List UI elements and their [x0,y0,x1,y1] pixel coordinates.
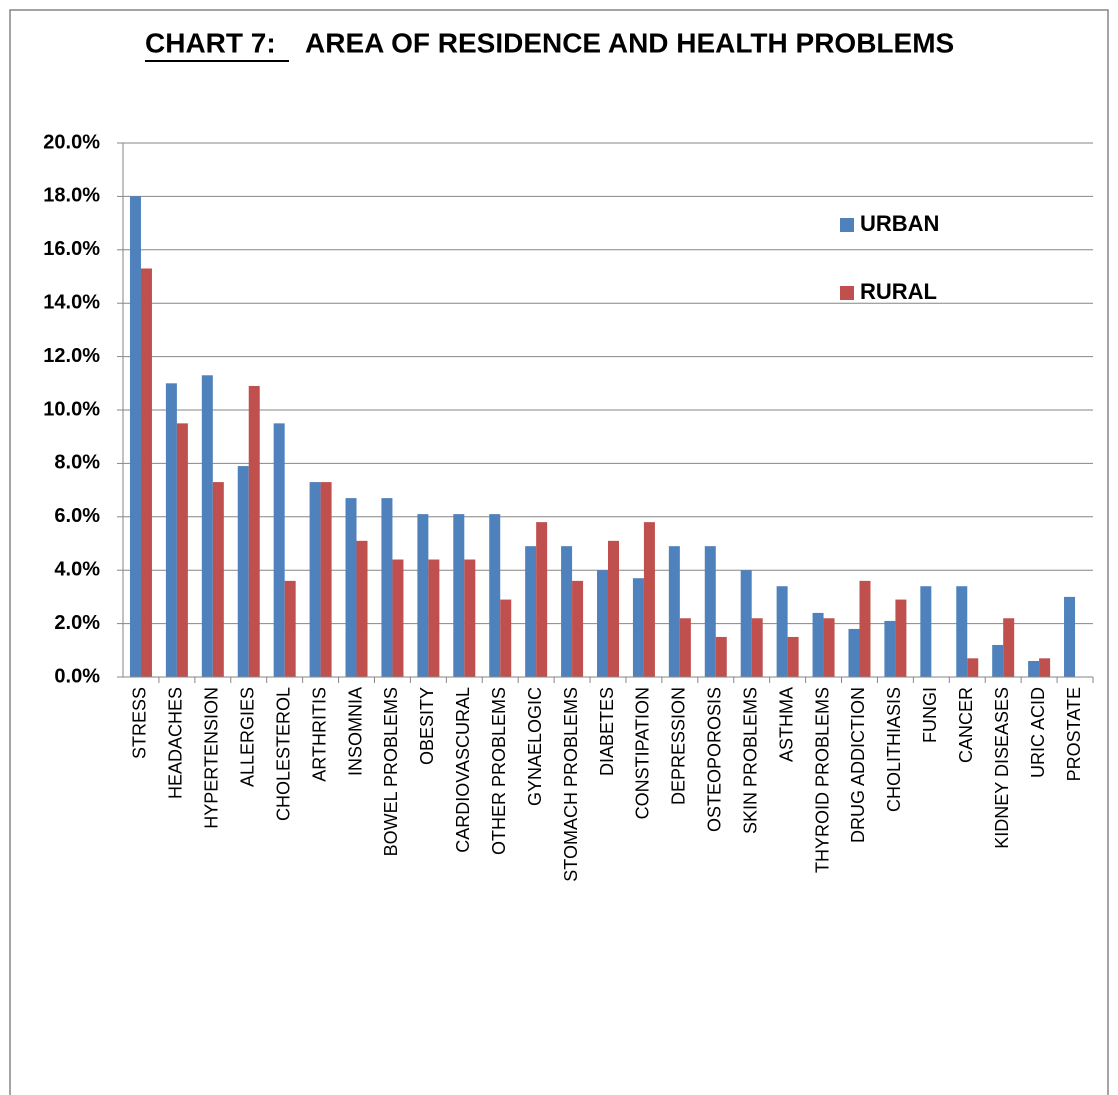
bar [597,570,608,677]
x-tick-label: BOWEL PROBLEMS [381,687,401,856]
bar [453,514,465,677]
bar [428,559,440,677]
x-tick-label: ASTHMA [776,687,796,762]
bar [787,636,799,677]
bar [776,586,788,677]
bar [489,514,501,677]
bar [464,559,476,677]
bar [201,375,213,677]
y-tick-label: 18.0% [43,185,100,207]
bar [417,514,429,677]
x-tick-label: FUNGI [920,687,940,743]
x-tick-label: DIABETES [597,687,617,776]
bar [561,546,573,677]
bar [895,599,907,677]
bar [309,482,321,677]
bar [381,498,393,677]
bar [967,658,979,677]
bar [392,559,404,677]
bar [751,618,763,677]
bar [273,423,285,677]
x-tick-label: CONSTIPATION [633,687,653,819]
bar [1039,658,1051,677]
y-tick-label: 14.0% [43,291,100,313]
bar [823,618,835,677]
bar [956,586,968,677]
x-tick-label: OTHER PROBLEMS [489,687,509,855]
chart-title-label: CHART 7: [145,27,276,58]
bar [129,196,141,677]
y-tick-label: 2.0% [54,612,100,634]
y-tick-label: 6.0% [54,505,100,527]
bar [715,636,727,677]
bar [1028,660,1040,677]
bar [704,546,716,677]
x-tick-label: KIDNEY DISEASES [992,687,1012,849]
bar [992,644,1004,677]
legend-swatch [840,286,854,300]
bar [859,580,871,677]
bar [668,546,680,677]
bar [284,580,296,677]
x-tick-label: STOMACH PROBLEMS [561,687,581,882]
bar [525,546,537,677]
y-tick-label: 20.0% [43,131,100,153]
bar [320,482,332,677]
bar [345,498,357,677]
bar [212,482,224,677]
bar [237,466,249,677]
bar [812,612,824,677]
x-tick-label: INSOMNIA [345,687,365,776]
y-tick-label: 16.0% [43,238,100,260]
x-tick-label: ARTHRITIS [309,687,329,782]
bar [1064,596,1076,677]
bar [248,385,260,677]
x-tick-label: THYROID PROBLEMS [812,687,832,873]
x-tick-label: DEPRESSION [669,687,689,805]
legend-label: URBAN [860,211,939,236]
bar [920,586,932,677]
x-tick-label: ALLERGIES [237,687,257,787]
x-tick-label: URIC ACID [1028,687,1048,778]
x-tick-label: OSTEOPOROSIS [705,687,725,832]
bar [608,540,619,677]
bar [679,618,691,677]
y-tick-label: 12.0% [43,345,100,367]
x-tick-label: HYPERTENSION [202,687,222,829]
y-tick-label: 4.0% [54,558,100,580]
bar [176,423,188,677]
bar [848,628,860,677]
x-tick-label: SKIN PROBLEMS [740,687,760,834]
x-tick-label: STRESS [130,687,150,759]
y-tick-label: 0.0% [54,665,100,687]
x-tick-label: CARDIOVASCURAL [453,687,473,853]
x-tick-label: OBESITY [417,687,437,765]
bar [740,570,752,677]
bar [500,599,512,677]
x-tick-label: GYNAELOGIC [525,687,545,806]
x-tick-label: HEADACHES [166,687,186,799]
bar [140,268,152,677]
bar [884,620,896,677]
chart-border [9,9,1109,1095]
x-tick-label: DRUG ADDICTION [848,687,868,843]
x-tick-label: CANCER [956,687,976,763]
legend-swatch [840,218,854,232]
chart-title: AREA OF RESIDENCE AND HEALTH PROBLEMS [305,27,954,58]
bar [643,522,655,677]
x-tick-label: PROSTATE [1064,687,1084,781]
bar [572,580,584,677]
bar [1003,618,1015,677]
bar [632,578,644,677]
bar [165,383,177,677]
x-tick-label: CHOLITHIASIS [884,687,904,812]
legend-label: RURAL [860,279,937,304]
bar [356,540,368,677]
bar [536,522,548,677]
x-tick-label: CHOLESTEROL [273,687,293,821]
y-tick-label: 8.0% [54,452,100,474]
y-tick-label: 10.0% [43,398,100,420]
